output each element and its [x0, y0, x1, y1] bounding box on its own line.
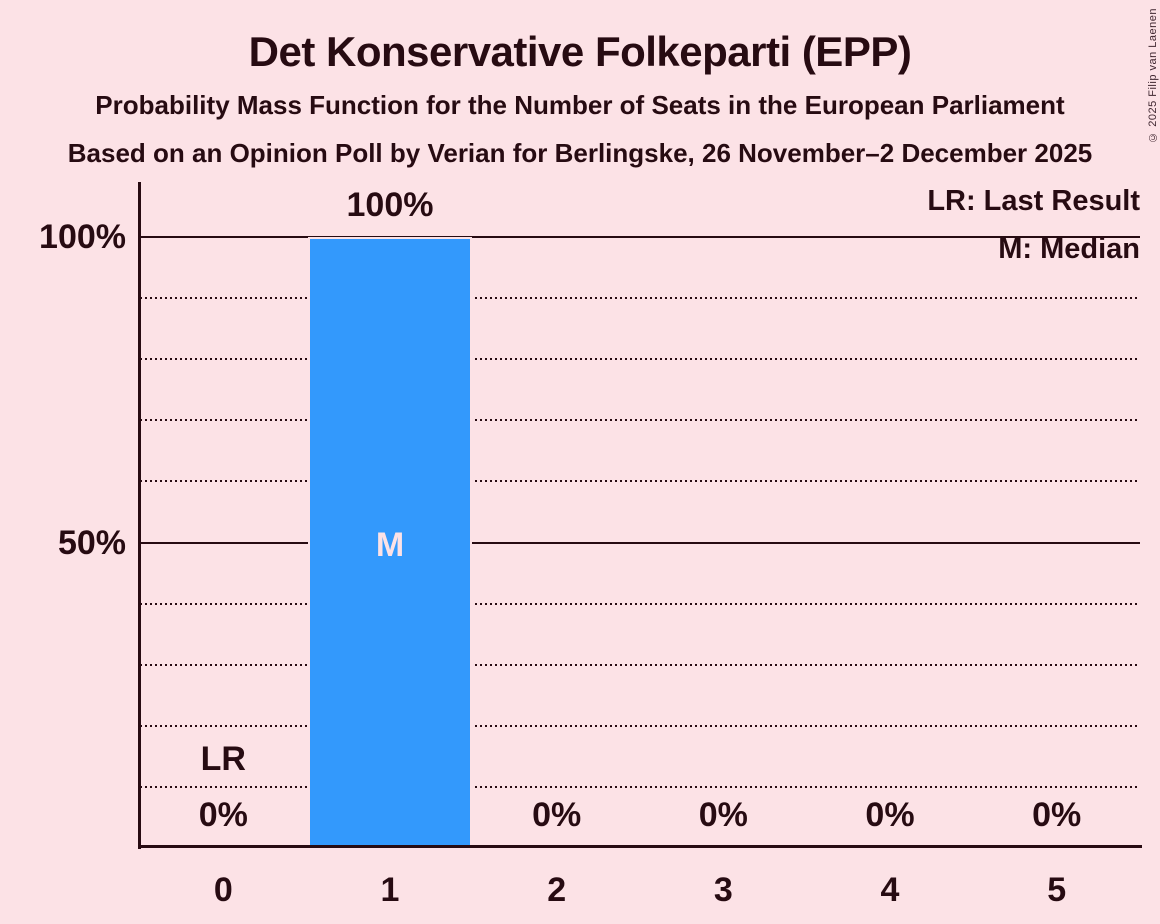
- bar-value-label-4: 0%: [865, 796, 915, 834]
- legend-last-result: LR: Last Result: [927, 185, 1140, 217]
- xtick-seats-3: 3: [713, 871, 733, 909]
- xtick-seats-4: 4: [880, 871, 900, 909]
- ytick-50: 50%: [57, 524, 126, 562]
- xtick-seats-5: 5: [1047, 871, 1067, 909]
- gridline-70pct: [140, 419, 1140, 422]
- gridline-20pct: [140, 724, 1140, 727]
- xtick-seats-1: 1: [380, 871, 400, 909]
- gridline-40pct: [140, 602, 1140, 605]
- bar-value-label-2: 0%: [532, 796, 582, 834]
- gridline-50pct: [140, 541, 1140, 544]
- gridline-90pct: [140, 297, 1140, 300]
- gridline-10pct: [140, 785, 1140, 788]
- y-axis-line: [138, 182, 141, 849]
- legend-median: M: Median: [998, 233, 1140, 265]
- chart-title: Det Konservative Folkeparti (EPP): [248, 28, 912, 75]
- bar-value-label-1: 100%: [346, 186, 434, 224]
- xtick-seats-0: 0: [213, 871, 233, 909]
- chart-subtitle: Probability Mass Function for the Number…: [95, 90, 1065, 120]
- gridline-80pct: [140, 358, 1140, 361]
- bar-value-label-0: 0%: [198, 796, 248, 834]
- last-result-marker: LR: [200, 740, 246, 778]
- gridline-60pct: [140, 480, 1140, 483]
- x-axis-line: [138, 845, 1142, 848]
- ytick-100: 100%: [39, 218, 126, 256]
- bar-value-label-3: 0%: [698, 796, 748, 834]
- xtick-seats-2: 2: [547, 871, 567, 909]
- copyright-notice: © 2025 Filip van Laenen: [1147, 8, 1159, 143]
- bar-value-label-5: 0%: [1032, 796, 1082, 834]
- median-marker: M: [375, 526, 405, 564]
- bar-seats-1: [308, 237, 472, 848]
- gridline-30pct: [140, 663, 1140, 666]
- gridline-100pct: [140, 236, 1140, 238]
- chart-source-line: Based on an Opinion Poll by Verian for B…: [67, 138, 1093, 168]
